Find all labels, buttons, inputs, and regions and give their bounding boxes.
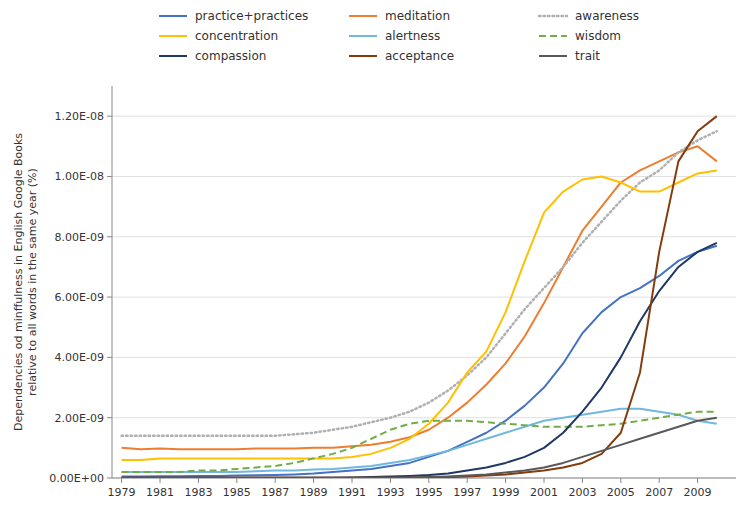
legend-label: compassion [195, 49, 266, 63]
legend-item: trait [539, 49, 600, 63]
x-tick-label: 1993 [376, 486, 404, 499]
legend-label: trait [575, 49, 600, 63]
x-tick [121, 478, 122, 483]
x-tick-label: 2009 [684, 486, 712, 499]
x-tick [620, 478, 621, 483]
legend-swatch [159, 55, 187, 57]
x-tick [236, 478, 237, 483]
y-tick [107, 417, 112, 418]
legend-label: wisdom [575, 29, 621, 43]
x-tick-label: 2001 [530, 486, 558, 499]
y-axis: 0.00E+00 2.00E-09 4.00E-09 6.00E-09 8.00E-09… [49, 86, 112, 485]
x-tick [505, 478, 506, 483]
x-tick-label: 1979 [108, 486, 136, 499]
legend-item: alertness [349, 29, 440, 43]
series-line [122, 146, 717, 449]
legend-swatch [349, 35, 377, 37]
x-tick-label: 1999 [492, 486, 520, 499]
y-tick-label: 1.00E-08 [55, 170, 104, 183]
legend-swatch [159, 15, 187, 17]
x-tick [390, 478, 391, 483]
y-tick [107, 116, 112, 117]
series-line [122, 116, 717, 478]
grid-line [112, 417, 736, 418]
x-tick-label: 2007 [645, 486, 673, 499]
series-line [122, 418, 717, 478]
grid-line [112, 297, 736, 298]
x-tick [160, 478, 161, 483]
grid-line [112, 236, 736, 237]
y-axis-label: Dependencies od minffulness in English G… [12, 133, 39, 431]
legend-label: alertness [385, 29, 440, 43]
legend-label: acceptance [385, 49, 454, 63]
x-tick-label: 1987 [261, 486, 289, 499]
series-line [122, 170, 717, 459]
x-tick [659, 478, 660, 483]
chart: 0.00E+00 2.00E-09 4.00E-09 6.00E-09 8.00E-09… [0, 0, 754, 518]
x-tick-label: 1983 [184, 486, 212, 499]
legend-swatch [539, 15, 567, 18]
legend-item: concentration [159, 29, 278, 43]
grid-line [112, 116, 736, 117]
y-tick [107, 176, 112, 177]
x-tick [582, 478, 583, 483]
y-tick [107, 236, 112, 237]
legend-item: compassion [159, 49, 266, 63]
x-tick [467, 478, 468, 483]
legend: practice+practices meditation awareness con… [159, 9, 639, 63]
x-tick-label: 2003 [568, 486, 596, 499]
y-tick-label: 8.00E-09 [55, 231, 104, 244]
series-line [122, 131, 717, 436]
y-tick-label: 1.20E-08 [55, 110, 104, 123]
legend-swatch [159, 35, 187, 37]
x-axis: 1979 1981 1983 1985 1987 1989 1991 1993 1995 1997… [108, 478, 736, 499]
series-line [122, 243, 717, 478]
legend-swatch [349, 55, 377, 57]
series-lines [122, 116, 717, 478]
legend-swatch [539, 35, 567, 37]
legend-swatch [349, 15, 377, 17]
legend-item: wisdom [539, 29, 621, 43]
y-tick-label: 6.00E-09 [55, 291, 104, 304]
legend-label: meditation [385, 9, 450, 23]
y-tick-label: 4.00E-09 [55, 351, 104, 364]
legend-swatch [539, 55, 567, 57]
y-tick [107, 478, 112, 479]
y-axis-label-line: relative to all words in the same year (… [26, 168, 39, 396]
x-tick [198, 478, 199, 483]
x-tick-label: 2005 [607, 486, 635, 499]
x-tick [544, 478, 545, 483]
y-tick-label: 2.00E-09 [55, 412, 104, 425]
series-line [122, 409, 717, 472]
legend-item: meditation [349, 9, 450, 23]
legend-item: acceptance [349, 49, 454, 63]
legend-item: practice+practices [159, 9, 308, 23]
x-tick [697, 478, 698, 483]
x-tick [313, 478, 314, 483]
x-tick-label: 1985 [223, 486, 251, 499]
grid [112, 116, 736, 478]
x-tick [352, 478, 353, 483]
legend-label: concentration [195, 29, 278, 43]
y-tick [107, 357, 112, 358]
x-tick-label: 1989 [300, 486, 328, 499]
y-axis-line [112, 86, 113, 478]
x-tick-label: 1981 [146, 486, 174, 499]
y-tick [107, 297, 112, 298]
legend-item: awareness [539, 9, 639, 23]
y-tick-label: 0.00E+00 [49, 472, 104, 485]
legend-label: practice+practices [195, 9, 308, 23]
grid-line [112, 176, 736, 177]
x-tick [428, 478, 429, 483]
x-tick [275, 478, 276, 483]
x-tick-label: 1991 [338, 486, 366, 499]
x-tick-label: 1995 [415, 486, 443, 499]
x-tick-label: 1997 [453, 486, 481, 499]
legend-label: awareness [575, 9, 639, 23]
y-axis-label-line: Dependencies od minffulness in English G… [12, 133, 25, 431]
